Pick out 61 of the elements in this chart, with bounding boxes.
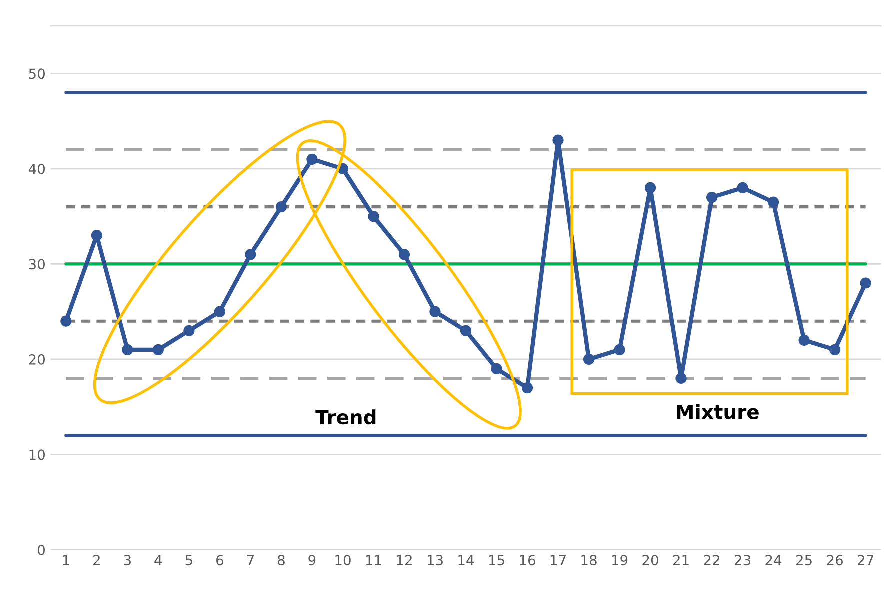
annotation: Trend <box>316 410 376 425</box>
x-tick-label: 8 <box>278 555 285 566</box>
x-tick-label: 6 <box>216 555 224 566</box>
point <box>184 325 195 336</box>
x-tick-label: 16 <box>520 555 536 566</box>
x-tick-label: 12 <box>397 555 412 566</box>
x-tick-label: 17 <box>550 555 566 566</box>
point <box>122 344 134 356</box>
point <box>276 201 288 213</box>
point <box>830 344 841 356</box>
x-tick-label: 14 <box>458 555 474 566</box>
point <box>798 334 810 346</box>
point <box>214 306 226 318</box>
point <box>460 325 472 336</box>
point <box>430 306 441 318</box>
x-tick-label: 11 <box>366 555 382 566</box>
x-tick-label: 27 <box>858 555 874 566</box>
x-tick-label: 7 <box>247 555 254 566</box>
x-tick-label: 25 <box>796 555 812 566</box>
point <box>491 363 502 375</box>
point <box>60 316 72 327</box>
y-tick-label: 0 <box>38 544 46 556</box>
point <box>398 249 410 260</box>
x-tick-label: 23 <box>734 555 751 566</box>
x-tick-label: 26 <box>827 555 844 566</box>
x-tick-label: 18 <box>582 555 597 566</box>
x-tick-label: 9 <box>308 555 316 566</box>
x-tick-label: 5 <box>186 555 192 566</box>
point <box>583 354 595 366</box>
point <box>676 372 687 384</box>
point <box>768 196 780 208</box>
x-tick-label: 22 <box>704 555 720 566</box>
point <box>368 211 380 222</box>
annotation: Mixture <box>677 404 759 420</box>
x-tick-label: 2 <box>94 555 100 566</box>
point <box>91 230 102 242</box>
point <box>522 382 534 394</box>
point <box>152 344 164 356</box>
x-tick-label: 24 <box>766 555 782 566</box>
x-tick-label: 3 <box>124 555 131 566</box>
point <box>737 182 748 194</box>
x-tick-label: 1 <box>63 555 70 566</box>
point <box>306 154 318 165</box>
x-tick-label: 4 <box>154 555 162 566</box>
point <box>644 182 656 194</box>
point <box>614 344 626 356</box>
y-tick-label: 50 <box>29 68 46 80</box>
y-tick-label: 40 <box>28 164 46 174</box>
point <box>706 192 718 204</box>
x-tick-label: 15 <box>489 555 504 566</box>
y-tick-label: 10 <box>30 450 46 460</box>
point <box>552 134 564 146</box>
x-tick-label: 10 <box>336 555 351 566</box>
y-tick-label: 20 <box>29 354 46 365</box>
x-tick-label: 21 <box>673 555 689 566</box>
y-tick-label: 30 <box>29 259 46 270</box>
x-tick-label: 19 <box>612 555 628 566</box>
x-tick-label: 13 <box>428 555 443 566</box>
point <box>245 249 256 260</box>
x-tick-label: 20 <box>642 555 658 566</box>
point <box>860 278 872 289</box>
